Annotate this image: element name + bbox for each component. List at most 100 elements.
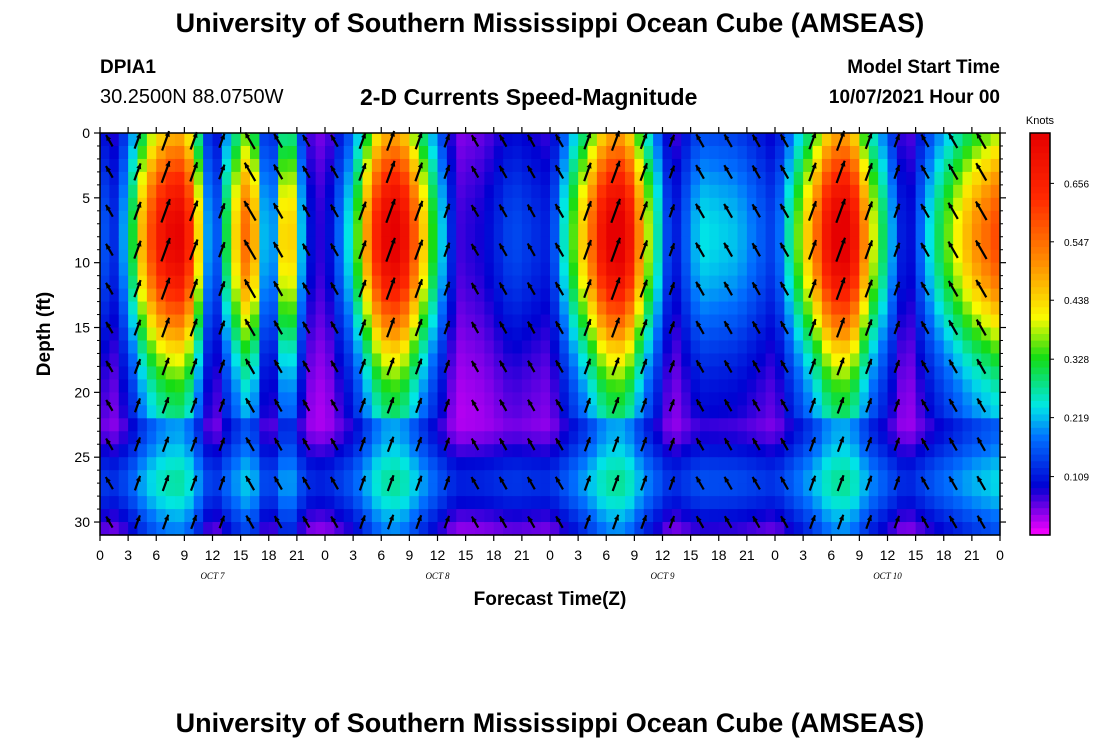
heatmap-cell [503, 509, 514, 523]
heatmap-cell [371, 522, 382, 536]
current-arrow [498, 360, 508, 373]
heatmap-cell [128, 210, 139, 225]
heatmap-cell [643, 509, 654, 523]
heatmap-cell [709, 444, 720, 458]
heatmap-cell [456, 262, 467, 277]
heatmap-cell [475, 405, 485, 419]
heatmap-cell [128, 275, 139, 290]
heatmap-cell [653, 431, 664, 445]
heatmap-cell [540, 145, 551, 160]
heatmap-cell [418, 418, 429, 432]
heatmap-cell [193, 236, 204, 251]
heatmap-cell [746, 379, 757, 393]
heatmap-cell [315, 210, 326, 225]
heatmap-cell [156, 457, 167, 471]
heatmap-cell [343, 483, 354, 497]
heatmap-cell [550, 249, 560, 264]
heatmap-cell [268, 327, 279, 342]
heatmap-cell [437, 301, 448, 316]
heatmap-cell [118, 145, 129, 160]
heatmap-cell [100, 431, 110, 445]
heatmap-cell [559, 340, 570, 355]
heatmap-cell [671, 210, 682, 225]
colorbar-swatch [1030, 334, 1050, 342]
heatmap-cell [231, 262, 242, 277]
heatmap-cell [578, 236, 589, 251]
heatmap-cell [493, 158, 504, 173]
current-arrow [807, 200, 818, 221]
colorbar-swatch [1030, 253, 1050, 261]
heatmap-cell [100, 522, 110, 536]
heatmap-cell [690, 496, 701, 510]
heatmap-cell [325, 158, 335, 173]
heatmap-cell [615, 470, 626, 484]
heatmap-cell [231, 158, 242, 173]
heatmap-cell [503, 418, 514, 432]
heatmap-cell [484, 483, 495, 497]
current-arrow [808, 162, 817, 182]
heatmap-cell [296, 184, 307, 199]
heatmap-cell [812, 210, 823, 225]
heatmap-cell [896, 444, 907, 458]
heatmap-cell [353, 483, 364, 497]
current-arrow [190, 514, 198, 530]
heatmap-cell [109, 301, 120, 316]
heatmap-cell [587, 275, 598, 290]
heatmap-cell [756, 366, 767, 380]
heatmap-cell [334, 327, 345, 342]
heatmap-cell [906, 210, 917, 225]
heatmap-cell [231, 197, 242, 212]
heatmap-cell [793, 262, 804, 277]
footer-title: University of Southern Mississippi Ocean… [175, 708, 925, 738]
heatmap-cell [587, 171, 598, 186]
heatmap-cell [971, 405, 982, 419]
current-arrow [752, 515, 761, 529]
heatmap-cell [925, 327, 935, 342]
heatmap-cell [250, 275, 260, 290]
heatmap-cell [531, 314, 542, 329]
heatmap-cell [240, 262, 251, 277]
heatmap-cell [146, 496, 157, 510]
heatmap-cell [418, 288, 429, 303]
heatmap-cell [840, 249, 851, 264]
heatmap-cell [803, 275, 814, 290]
heatmap-cell [259, 184, 270, 199]
heatmap-cell [925, 158, 935, 173]
heatmap-cell [831, 236, 842, 251]
heatmap-cell [446, 340, 457, 355]
heatmap-cell [606, 392, 617, 406]
heatmap-cell [353, 418, 364, 432]
current-arrow [976, 475, 987, 491]
heatmap-cell [887, 392, 898, 406]
colorbar-swatch [1030, 454, 1050, 462]
station-id: DPIA1 [100, 57, 156, 78]
heatmap-cell [390, 405, 401, 419]
heatmap-cell [362, 249, 373, 264]
heatmap-cell [981, 509, 992, 523]
heatmap-cell [512, 133, 523, 147]
heatmap-cell [428, 145, 439, 160]
heatmap-cell [728, 197, 739, 212]
heatmap-cell [587, 457, 598, 471]
current-arrow [526, 204, 536, 218]
heatmap-cell [334, 275, 345, 290]
heatmap-cell [484, 145, 495, 160]
colorbar-swatch [1030, 481, 1050, 489]
heatmap-cell [362, 444, 373, 458]
heatmap-cell [231, 133, 242, 147]
heatmap-cell [971, 379, 982, 393]
heatmap-cell [362, 340, 373, 355]
heatmap-cell [709, 210, 720, 225]
heatmap-cell [718, 353, 729, 368]
heatmap-cell [550, 171, 560, 186]
heatmap-cell [371, 496, 382, 510]
heatmap-cell [118, 327, 129, 342]
current-arrow [133, 240, 142, 259]
station-coordinates: 30.2500N 88.0750W [100, 86, 284, 108]
heatmap-cell [193, 496, 204, 510]
heatmap-cell [915, 457, 926, 471]
heatmap-cell [756, 275, 767, 290]
heatmap-cell [325, 431, 335, 445]
heatmap-cell [971, 457, 982, 471]
heatmap-cell [203, 457, 214, 471]
